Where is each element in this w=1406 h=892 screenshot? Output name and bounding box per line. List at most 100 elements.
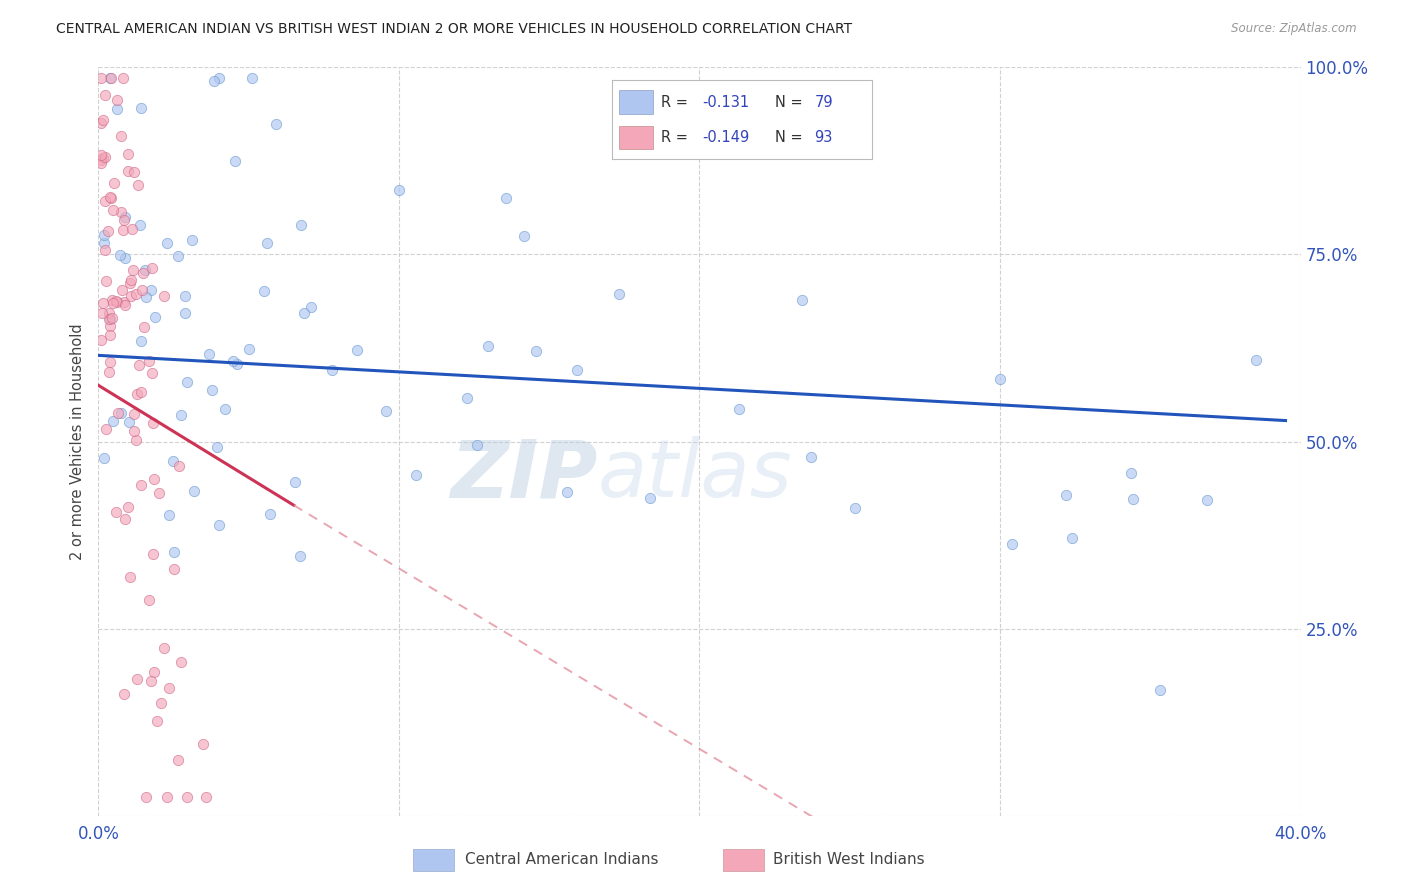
Point (1122, 491, 1144, 506)
Point (1246, 353, 1268, 368)
Point (90, 116, 112, 130)
Point (98, 71, 121, 86)
Point (90, 306, 112, 320)
Point (131, 384, 153, 399)
Text: CENTRAL AMERICAN INDIAN VS BRITISH WEST INDIAN 2 OR MORE VEHICLES IN HOUSEHOLD C: CENTRAL AMERICAN INDIAN VS BRITISH WEST … (56, 22, 852, 37)
Point (224, 153, 246, 168)
Point (163, 562, 186, 576)
Point (101, 295, 124, 310)
Point (117, 146, 139, 161)
Point (111, 283, 134, 297)
Text: Source: ZipAtlas.com: Source: ZipAtlas.com (1232, 22, 1357, 36)
Point (226, 358, 249, 372)
Point (638, 491, 661, 505)
Point (107, 406, 129, 420)
Point (1195, 493, 1218, 508)
Point (290, 218, 312, 232)
Point (169, 655, 191, 669)
Point (163, 545, 186, 559)
Point (127, 178, 149, 192)
Point (114, 211, 136, 225)
Point (214, 401, 236, 416)
Point (118, 570, 141, 584)
Point (465, 438, 488, 452)
Point (129, 218, 152, 232)
Point (138, 592, 160, 607)
Point (127, 672, 149, 686)
Point (94, 194, 117, 209)
FancyBboxPatch shape (723, 848, 763, 871)
Point (264, 117, 287, 131)
Point (131, 284, 153, 298)
Y-axis label: 2 or more Vehicles in Household: 2 or more Vehicles in Household (70, 323, 86, 560)
Point (195, 790, 218, 805)
Point (112, 223, 135, 237)
Point (100, 71, 122, 86)
Point (135, 790, 157, 805)
Point (346, 343, 368, 358)
Point (153, 289, 176, 303)
Point (125, 434, 148, 448)
Point (90, 147, 112, 161)
Point (513, 228, 536, 243)
Point (148, 485, 170, 500)
Point (103, 176, 125, 190)
Point (208, 517, 231, 532)
Point (167, 753, 190, 767)
Point (129, 334, 152, 348)
Point (1060, 531, 1083, 545)
Point (122, 424, 145, 438)
Point (146, 714, 169, 728)
Point (91, 151, 114, 165)
Point (105, 295, 128, 310)
Point (120, 276, 142, 290)
Point (98, 354, 121, 368)
Point (202, 74, 225, 88)
Point (495, 191, 517, 205)
Point (127, 387, 149, 401)
Point (139, 284, 162, 298)
Point (284, 475, 307, 490)
Point (122, 263, 145, 277)
Point (98, 366, 121, 380)
Point (170, 408, 193, 422)
Point (110, 205, 132, 219)
Text: -0.149: -0.149 (703, 130, 749, 145)
Text: 93: 93 (814, 130, 832, 145)
Point (201, 383, 224, 397)
Point (134, 320, 156, 334)
Point (120, 289, 142, 303)
Point (112, 213, 135, 227)
Point (128, 359, 150, 373)
Point (792, 293, 814, 307)
Point (114, 298, 136, 312)
Point (105, 94, 128, 108)
FancyBboxPatch shape (620, 90, 654, 114)
Point (253, 284, 276, 298)
Point (183, 484, 205, 499)
Point (240, 71, 263, 86)
Point (176, 790, 198, 805)
Point (142, 416, 165, 430)
Point (259, 507, 281, 521)
Point (117, 500, 139, 514)
Point (112, 294, 135, 309)
Point (141, 674, 163, 689)
Point (173, 306, 195, 320)
Point (607, 287, 630, 301)
Point (108, 248, 131, 262)
Point (222, 353, 245, 368)
Point (288, 549, 311, 563)
Point (150, 696, 173, 710)
Point (1121, 467, 1143, 481)
Point (90, 334, 112, 348)
Text: R =: R = (661, 130, 693, 145)
Point (121, 221, 143, 235)
Point (97, 225, 120, 239)
Point (131, 101, 153, 115)
Point (110, 406, 132, 420)
Point (1149, 682, 1171, 697)
Point (844, 501, 866, 516)
Text: ZIP: ZIP (450, 436, 598, 515)
Point (524, 343, 547, 358)
